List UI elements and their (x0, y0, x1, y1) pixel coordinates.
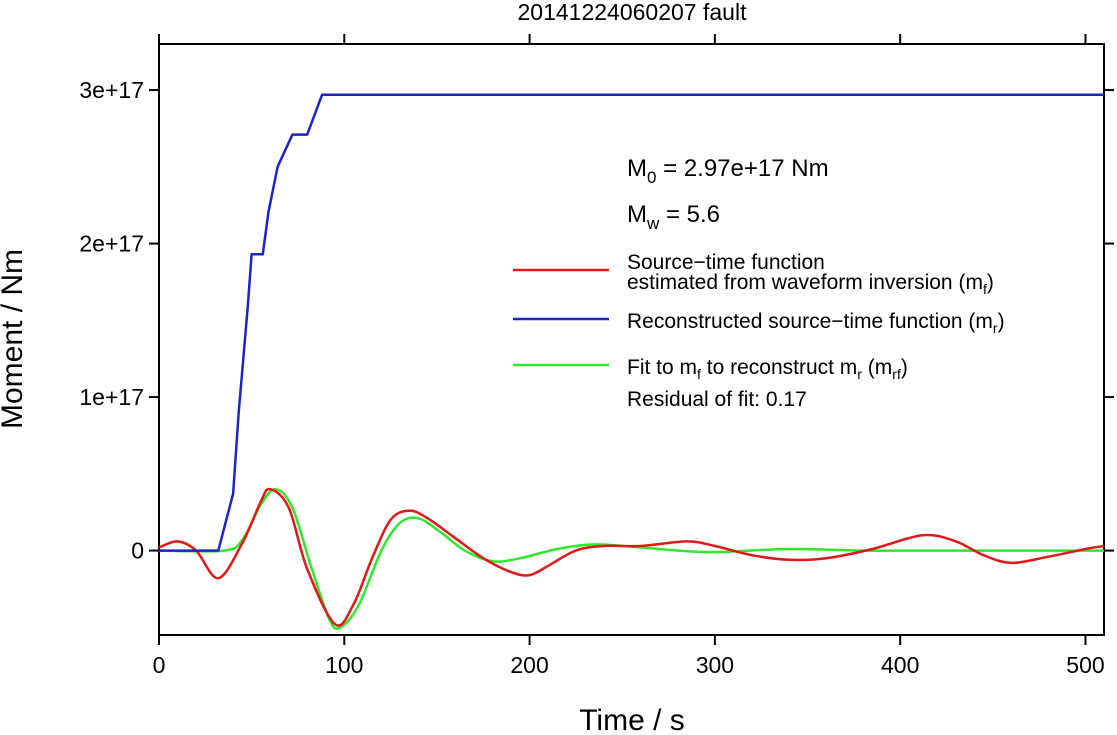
legend-label-red-line1: Source−time function (627, 251, 825, 274)
y-axis-label: Moment / Nm (0, 249, 29, 429)
legend-label-red-line2: estimated from waveform inversion (mf) (627, 271, 994, 297)
residual-annotation: Residual of fit: 0.17 (627, 388, 807, 411)
x-tick-label: 400 (881, 652, 919, 678)
x-axis-label: Time / s (579, 704, 685, 735)
x-tick-label: 500 (1066, 652, 1104, 678)
axis-ticks: 0 100 200 300 400 500 0 1e+17 2e+17 3e+17 (79, 34, 1114, 678)
x-tick-label: 200 (510, 652, 548, 678)
y-tick-label: 3e+17 (79, 77, 144, 103)
x-tick-label: 100 (325, 652, 363, 678)
chart-title: 20141224060207 fault (518, 0, 748, 25)
x-tick-label: 300 (696, 652, 734, 678)
series-layer (158, 93, 1105, 630)
y-tick-label: 1e+17 (79, 384, 144, 410)
legend-label-green: Fit to mf to reconstruct mr (mrf) (627, 356, 908, 382)
legend: Source−time function estimated from wave… (513, 251, 1005, 411)
y-tick-label: 2e+17 (79, 231, 144, 257)
series-line-reconstructed (159, 93, 1104, 552)
y-tick-label: 0 (131, 538, 144, 564)
m0-annotation: M0 = 2.97e+17 Nm (627, 155, 829, 187)
plot-frame (158, 43, 1105, 636)
series-line-fit (158, 487, 1104, 630)
legend-label-blue: Reconstructed source−time function (mr) (627, 310, 1005, 336)
x-tick-label: 0 (153, 652, 166, 678)
series-line-estimated (158, 487, 1105, 627)
mw-annotation: Mw = 5.6 (627, 201, 720, 233)
